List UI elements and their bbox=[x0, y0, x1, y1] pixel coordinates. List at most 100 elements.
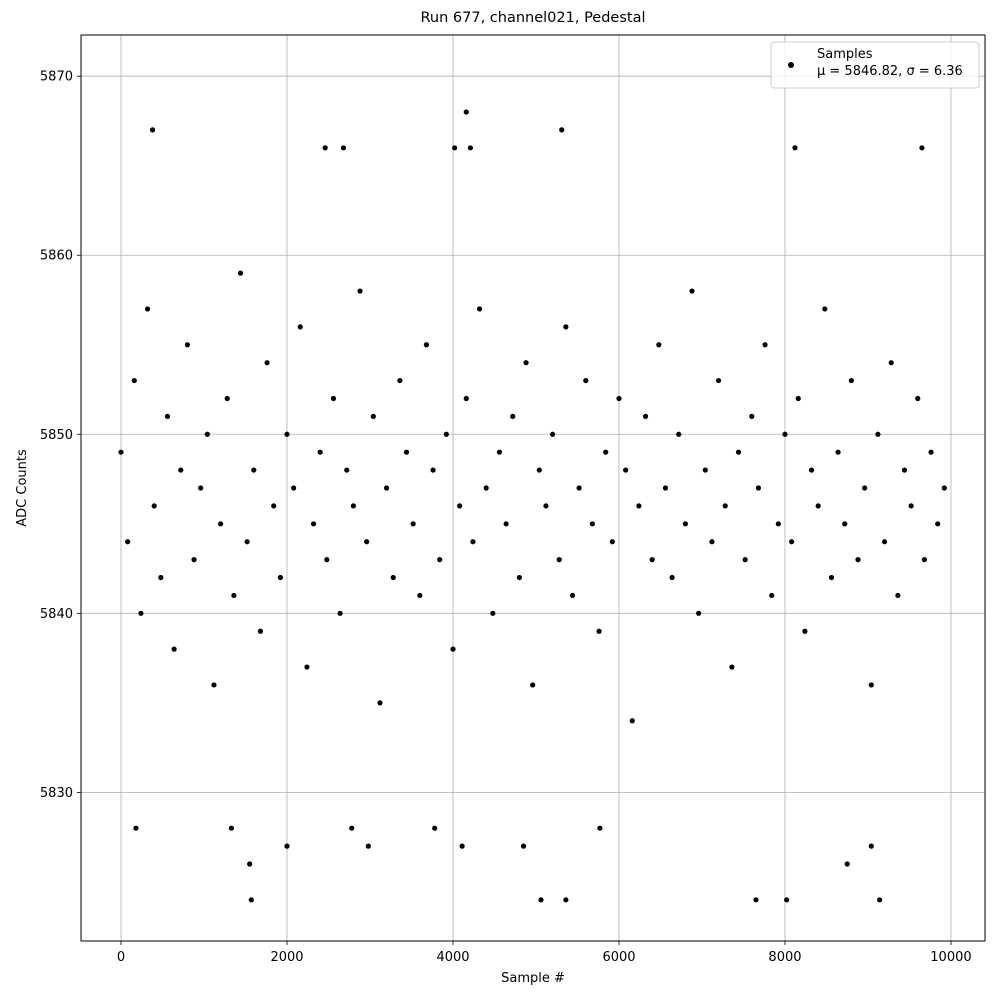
point bbox=[855, 557, 861, 563]
point bbox=[888, 360, 894, 366]
point bbox=[828, 574, 835, 581]
point bbox=[231, 592, 237, 599]
point bbox=[138, 610, 144, 616]
point bbox=[755, 485, 762, 491]
point bbox=[357, 288, 363, 294]
point bbox=[264, 360, 270, 366]
point bbox=[729, 664, 735, 670]
point bbox=[642, 413, 649, 419]
point bbox=[862, 485, 868, 491]
point bbox=[470, 539, 476, 545]
point bbox=[789, 539, 795, 545]
y-tick-label: 5860 bbox=[40, 249, 73, 264]
point bbox=[563, 897, 569, 903]
point bbox=[390, 574, 396, 581]
point bbox=[589, 521, 596, 527]
point bbox=[935, 521, 941, 527]
point bbox=[563, 324, 569, 330]
point bbox=[432, 825, 438, 831]
point bbox=[443, 431, 449, 437]
point bbox=[251, 467, 257, 473]
point bbox=[423, 342, 430, 348]
point bbox=[370, 413, 376, 419]
grid: 0 2000 4000 6000 8000 10000 5830 5840 5850 5860 58… bbox=[40, 35, 985, 965]
point bbox=[310, 521, 317, 527]
point bbox=[459, 843, 465, 849]
x-tick-label: 0 bbox=[117, 950, 125, 965]
point bbox=[397, 377, 403, 384]
point bbox=[377, 700, 383, 706]
point bbox=[868, 843, 874, 849]
point bbox=[463, 109, 469, 115]
point bbox=[364, 539, 370, 545]
point bbox=[450, 646, 456, 652]
point bbox=[576, 485, 582, 491]
point bbox=[875, 431, 881, 437]
point bbox=[609, 539, 615, 545]
point bbox=[257, 628, 264, 634]
x-tick-label: 10000 bbox=[930, 950, 971, 965]
point bbox=[895, 592, 901, 599]
legend-stats: μ = 5846.82, σ = 6.36 bbox=[817, 64, 963, 79]
point bbox=[549, 431, 556, 437]
point bbox=[536, 467, 542, 473]
point bbox=[543, 503, 549, 509]
point bbox=[510, 413, 516, 419]
point bbox=[881, 539, 888, 545]
point bbox=[868, 682, 874, 688]
point bbox=[151, 503, 157, 509]
point bbox=[344, 467, 350, 473]
point bbox=[324, 557, 330, 563]
point bbox=[583, 377, 589, 384]
y-tick-label: 5850 bbox=[40, 428, 73, 443]
point bbox=[915, 395, 921, 402]
point bbox=[191, 557, 197, 563]
point bbox=[815, 503, 821, 509]
point bbox=[490, 610, 496, 616]
plot-frame bbox=[80, 34, 986, 942]
point bbox=[784, 897, 790, 903]
point bbox=[908, 503, 914, 509]
point bbox=[430, 467, 436, 473]
point bbox=[198, 485, 204, 491]
point bbox=[656, 342, 662, 348]
y-axis-label: ADC Counts bbox=[15, 449, 30, 527]
point bbox=[322, 145, 328, 151]
point bbox=[244, 539, 250, 545]
point bbox=[629, 718, 635, 724]
point bbox=[782, 431, 788, 437]
points bbox=[118, 109, 947, 903]
point bbox=[921, 557, 928, 563]
y-tick-label: 5830 bbox=[40, 786, 73, 801]
point bbox=[284, 843, 290, 849]
x-axis-label: Sample # bbox=[501, 971, 565, 986]
point bbox=[941, 485, 947, 491]
point bbox=[271, 503, 277, 509]
point bbox=[749, 413, 755, 419]
point bbox=[330, 395, 337, 402]
point bbox=[350, 503, 356, 509]
point bbox=[769, 592, 775, 599]
point bbox=[304, 664, 310, 670]
point bbox=[457, 503, 463, 509]
point bbox=[795, 395, 801, 402]
point bbox=[538, 897, 544, 903]
legend: Samples μ = 5846.82, σ = 6.36 bbox=[770, 41, 980, 89]
point bbox=[228, 825, 234, 831]
legend-marker bbox=[788, 62, 794, 68]
point bbox=[636, 503, 642, 509]
chart-title: Run 677, channel021, Pedestal bbox=[420, 10, 645, 26]
point bbox=[349, 825, 355, 831]
x-tick-label: 2000 bbox=[270, 950, 303, 965]
legend-label: Samples bbox=[817, 47, 873, 62]
point bbox=[158, 574, 164, 581]
point bbox=[178, 467, 184, 473]
point bbox=[762, 342, 768, 348]
point bbox=[237, 270, 244, 276]
point bbox=[297, 324, 303, 330]
point bbox=[476, 306, 483, 312]
point bbox=[822, 306, 828, 312]
point bbox=[696, 610, 702, 616]
point bbox=[689, 288, 695, 294]
